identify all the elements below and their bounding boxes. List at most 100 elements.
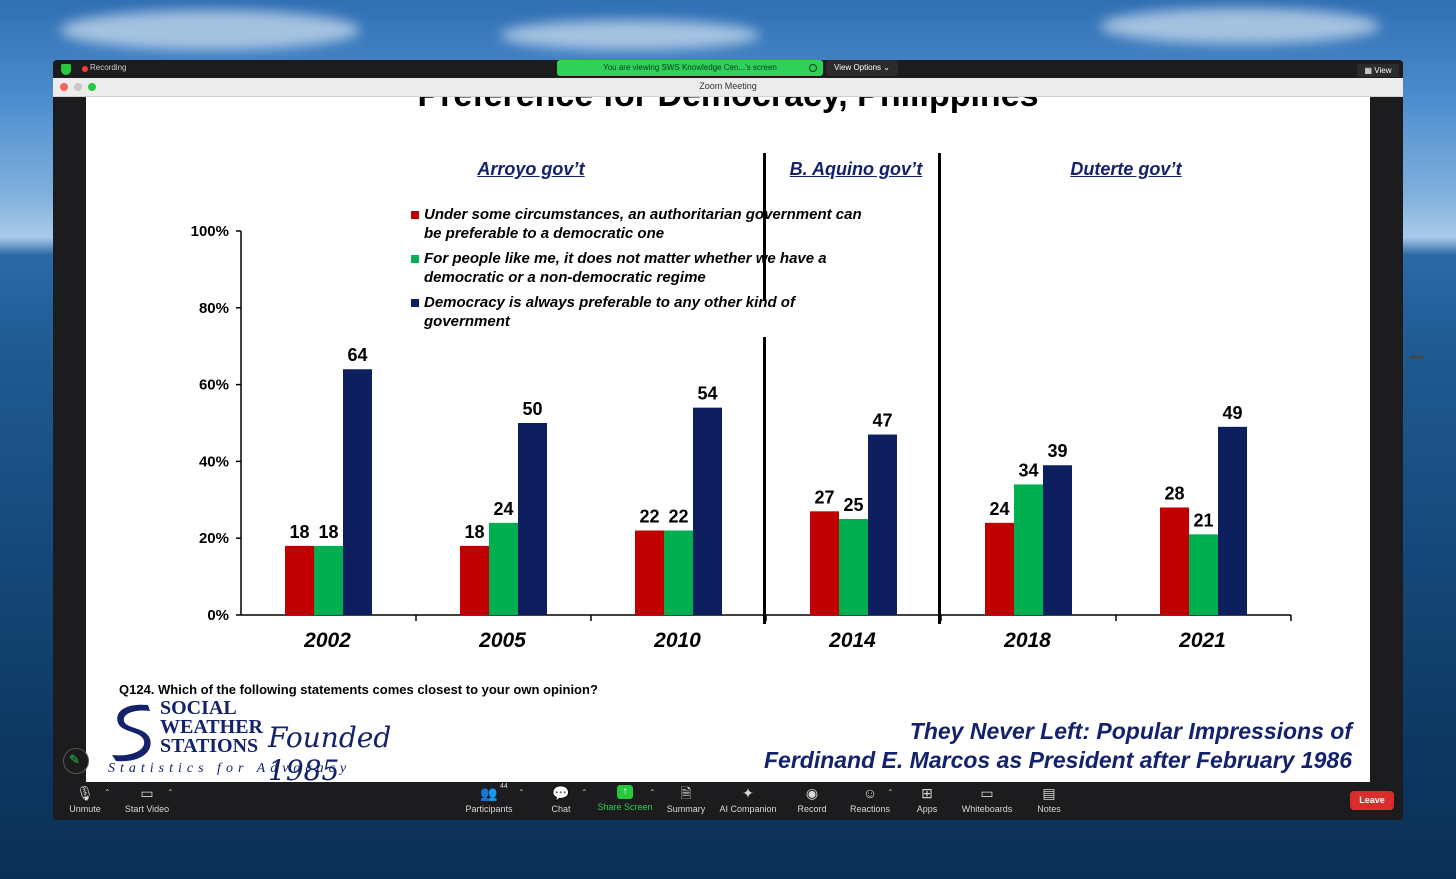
viewing-banner: You are viewing SWS Knowledge Cen...'s s… xyxy=(557,60,823,76)
data-label: 18 xyxy=(289,522,309,542)
chat-chevron-icon[interactable]: ⌃ xyxy=(581,788,588,797)
whiteboards-button[interactable]: ▭ Whiteboards xyxy=(952,785,1022,814)
logo-text-social: SOCIAL xyxy=(160,697,237,719)
logo-text-weather: WEATHER xyxy=(160,716,263,738)
data-label: 18 xyxy=(318,522,338,542)
y-tick-label: 0% xyxy=(207,607,229,624)
annotate-button[interactable]: ✎ xyxy=(63,748,89,774)
view-options-button[interactable]: View Options ⌄ xyxy=(826,60,898,76)
y-tick-label: 40% xyxy=(199,453,229,470)
title-bar: Zoom Meeting xyxy=(53,78,1403,97)
microphone-muted-icon: 🎙 xyxy=(76,785,94,801)
footer-title-line2: Ferdinand E. Marcos as President after F… xyxy=(763,747,1352,773)
legend-swatch-green xyxy=(411,255,419,263)
chart-legend: Under some circumstances, an authoritari… xyxy=(411,205,881,337)
y-tick-label: 60% xyxy=(199,377,229,394)
legend-label: For people like me, it does not matter w… xyxy=(424,250,827,286)
data-label: 18 xyxy=(464,522,484,542)
share-chevron-icon[interactable]: ⌃ xyxy=(649,788,656,797)
record-icon: ◉ xyxy=(805,785,819,801)
view-button[interactable]: ▦ View xyxy=(1357,64,1399,77)
start-video-label: Start Video xyxy=(124,804,170,814)
cloud xyxy=(1100,8,1380,44)
audio-options-chevron-icon[interactable]: ⌃ xyxy=(104,788,111,797)
share-screen-button[interactable]: ↑ Share Screen xyxy=(590,785,660,812)
bar xyxy=(839,519,868,615)
chat-icon: 💬 xyxy=(552,785,570,801)
zoom-window-button[interactable] xyxy=(88,83,96,91)
footer-title-line1: They Never Left: Popular Impressions of xyxy=(909,718,1352,744)
ai-companion-button[interactable]: ✦ AI Companion xyxy=(713,785,783,814)
data-label: 22 xyxy=(639,507,659,527)
notes-label: Notes xyxy=(1037,804,1061,814)
era-divider-upper xyxy=(763,153,766,301)
y-tick-label: 80% xyxy=(199,300,229,317)
participants-button[interactable]: 👥 Participants xyxy=(454,785,524,814)
summary-icon: 🗎 xyxy=(680,785,692,801)
whiteboards-label: Whiteboards xyxy=(961,804,1013,814)
recording-bar: Recording You are viewing SWS Knowledge … xyxy=(53,60,1403,78)
data-label: 34 xyxy=(1018,460,1038,480)
era-label-aquino: B. Aquino gov’t xyxy=(789,159,923,179)
whiteboard-icon: ▭ xyxy=(980,785,994,801)
data-label: 21 xyxy=(1193,510,1213,530)
bar xyxy=(343,369,372,615)
data-label: 24 xyxy=(989,499,1009,519)
apps-button[interactable]: ⊞ Apps xyxy=(892,785,962,814)
reactions-button[interactable]: ☺ Reactions xyxy=(835,785,905,814)
y-tick-label: 100% xyxy=(191,223,229,240)
record-label: Record xyxy=(797,804,827,814)
shield-icon xyxy=(61,64,71,75)
window-title: Zoom Meeting xyxy=(699,81,757,91)
data-label: 28 xyxy=(1164,483,1184,503)
x-tick-label: 2014 xyxy=(828,629,876,652)
apps-icon: ⊞ xyxy=(921,785,933,801)
apps-label: Apps xyxy=(916,804,938,814)
reactions-chevron-icon[interactable]: ⌃ xyxy=(887,788,894,797)
island xyxy=(1410,355,1424,359)
x-tick-label: 2010 xyxy=(653,629,701,652)
reactions-label: Reactions xyxy=(849,804,891,814)
start-video-button[interactable]: ▭ Start Video xyxy=(112,785,182,814)
close-window-button[interactable] xyxy=(60,83,68,91)
notes-button[interactable]: ▤ Notes xyxy=(1014,785,1084,814)
leave-button[interactable]: Leave xyxy=(1350,791,1394,810)
footer-title: They Never Left: Popular Impressions of … xyxy=(764,717,1352,775)
bar xyxy=(518,423,547,615)
data-label: 22 xyxy=(668,507,688,527)
unmute-button[interactable]: 🎙 Unmute xyxy=(53,785,120,814)
bar xyxy=(1014,484,1043,615)
y-tick-label: 20% xyxy=(199,530,229,547)
share-screen-icon: ↑ xyxy=(617,785,633,799)
data-label: 54 xyxy=(697,384,717,404)
bar xyxy=(460,545,489,615)
cloud xyxy=(500,20,760,50)
ai-companion-label: AI Companion xyxy=(719,804,777,814)
logo-text-stations: STATIONS xyxy=(160,735,259,757)
zoom-window: Recording You are viewing SWS Knowledge … xyxy=(53,60,1403,820)
chat-button[interactable]: 💬 Chat xyxy=(526,785,596,814)
legend-label: Under some circumstances, an authoritari… xyxy=(424,206,862,242)
x-tick-label: 2021 xyxy=(1178,629,1226,652)
summary-label: Summary xyxy=(666,804,706,814)
x-tick-label: 2018 xyxy=(1003,629,1051,652)
bar xyxy=(985,522,1014,615)
notes-icon: ▤ xyxy=(1042,785,1056,801)
chat-label: Chat xyxy=(551,804,571,814)
minimize-window-button[interactable] xyxy=(74,83,82,91)
pencil-icon: ✎ xyxy=(69,752,80,767)
meeting-toolbar: 🎙 Unmute ⌃ ▭ Start Video ⌃ 👥 Participant… xyxy=(53,782,1403,820)
legend-swatch-red xyxy=(411,211,419,219)
shared-slide: Preference for Democracy, Philippines Ar… xyxy=(86,97,1370,782)
bar-chart: 0% 20% 40% 60% 80% 100% 2002 18 18 64 2005 18 24 50 20… xyxy=(191,223,1292,652)
bar xyxy=(635,530,664,615)
sws-logo-mark-icon xyxy=(112,704,151,762)
x-tick-label: 2005 xyxy=(478,629,526,652)
participants-chevron-icon[interactable]: ⌃ xyxy=(518,788,525,797)
record-button[interactable]: ◉ Record xyxy=(777,785,847,814)
data-label: 27 xyxy=(814,487,834,507)
video-options-chevron-icon[interactable]: ⌃ xyxy=(167,788,174,797)
unmute-label: Unmute xyxy=(69,804,101,814)
summary-button[interactable]: 🗎 Summary xyxy=(651,785,721,814)
